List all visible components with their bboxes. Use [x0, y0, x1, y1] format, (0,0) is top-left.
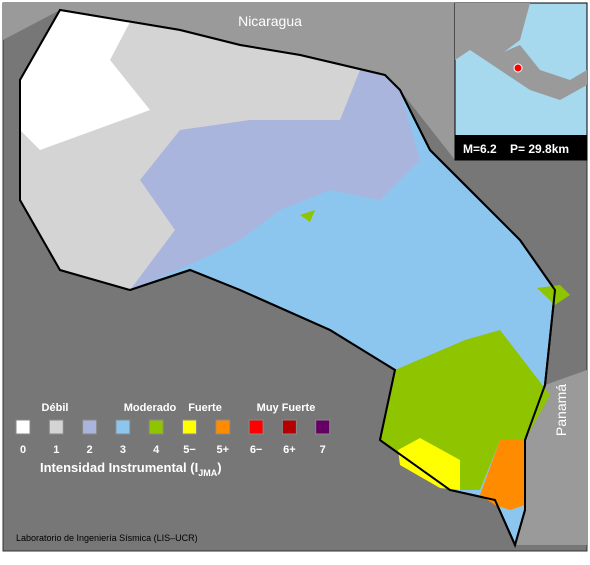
- legend-title-part: Intensidad Instrumental (I: [40, 460, 198, 475]
- zone-5m: [398, 438, 460, 490]
- inset-land: [455, 3, 530, 60]
- magnitude: M=6.2: [463, 142, 497, 156]
- legend-swatch: [215, 419, 231, 435]
- legend-label: 5−: [183, 444, 196, 456]
- legend-group: Muy Fuerte: [257, 402, 316, 414]
- legend-swatch: [148, 419, 164, 435]
- legend-label: 7: [320, 444, 326, 456]
- country-label: Nicaragua: [238, 13, 302, 29]
- depth: P= 29.8km: [510, 142, 569, 156]
- zone-4c: [300, 210, 315, 222]
- legend-swatch: [82, 419, 98, 435]
- zone-0: [20, 10, 150, 150]
- legend-title-part: JMA: [198, 468, 218, 478]
- legend-label: 4: [153, 444, 160, 456]
- legend: 0 1 2 3 4 5− 5+ 6− 6+ 7 Débil Moderado Fuerte Muy Fue…: [15, 402, 331, 478]
- legend-label: 3: [120, 444, 126, 456]
- legend-label: 6+: [283, 444, 296, 456]
- legend-group: Moderado: [124, 402, 177, 414]
- legend-swatch: [48, 419, 64, 435]
- legend-label: 0: [20, 444, 26, 456]
- legend-swatch: [248, 419, 264, 435]
- credit: Laboratorio de Ingeniería Sísmica (LIS–U…: [16, 533, 198, 543]
- legend-swatch: [281, 419, 297, 435]
- legend-swatch: [15, 419, 31, 435]
- legend-label: 1: [53, 444, 59, 456]
- legend-label: 2: [87, 444, 93, 456]
- legend-swatch: [182, 419, 197, 435]
- nicaragua: [3, 3, 455, 160]
- legend-label: 5+: [217, 444, 230, 456]
- inset-bar: [455, 135, 587, 160]
- legend-group: Débil: [42, 402, 69, 414]
- country-label: Panamá: [553, 384, 569, 436]
- legend-title-part: ): [217, 460, 221, 475]
- legend-label: 6−: [250, 444, 263, 456]
- epicenter: [513, 63, 523, 73]
- legend-swatch: [315, 419, 331, 435]
- panama: [515, 370, 587, 545]
- costa-rica-outline: [19, 8, 557, 548]
- inset: M=6.2 P= 29.8km: [454, 2, 588, 161]
- zone-5p: [480, 440, 525, 510]
- inset-land: [485, 45, 587, 100]
- legend-swatch: [115, 419, 131, 435]
- legend-group: Fuerte: [188, 402, 222, 414]
- legend-title: Intensidad Instrumental (IJMA): [40, 460, 222, 478]
